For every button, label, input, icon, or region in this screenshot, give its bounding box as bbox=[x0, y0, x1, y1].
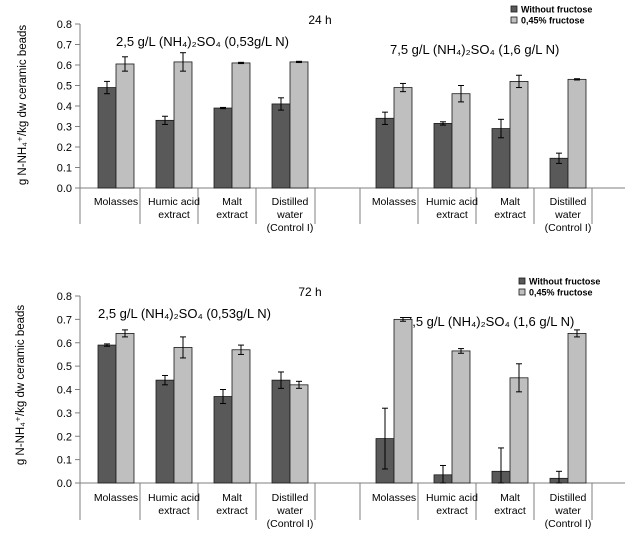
legend-swatch-with bbox=[510, 16, 518, 24]
concentration-annotation: 2,5 g/L (NH₄)₂SO₄ (0,53g/L N) bbox=[98, 306, 271, 321]
bar-with-fructose bbox=[509, 377, 529, 484]
y-tick-label: 0.3 bbox=[57, 408, 72, 420]
chart-title: 24 h bbox=[308, 13, 331, 27]
category-label: Distilled bbox=[272, 492, 309, 504]
bar-without-fructose bbox=[155, 379, 175, 484]
y-tick-label: 0.8 bbox=[57, 19, 72, 31]
bar-without-fructose bbox=[271, 103, 291, 189]
chart-72h: 0.0 0.1 0.2 0.3 0.4 0.5 0.6 0.7 0.8 g N-NH₄⁺/kg d… bbox=[15, 277, 625, 530]
y-tick-label: 0.6 bbox=[57, 60, 72, 72]
bar-without-fructose bbox=[433, 123, 453, 189]
y-tick-label: 0.0 bbox=[57, 478, 72, 490]
category-label: (Control I) bbox=[267, 518, 314, 530]
category-label: Malt bbox=[500, 196, 520, 208]
concentration-annotation: 7,5 g/L (NH₄)₂SO₄ (1,6 g/L N) bbox=[390, 42, 559, 57]
bar-with-fructose bbox=[231, 62, 251, 189]
category-label: extract bbox=[158, 505, 190, 517]
category-label: Humic acid bbox=[148, 492, 200, 504]
concentration-annotation: 2,5 g/L (NH₄)₂SO₄ (0,53g/L N) bbox=[116, 34, 289, 49]
y-tick-label: 0.2 bbox=[57, 431, 72, 443]
y-tick-label: 0.1 bbox=[57, 163, 72, 175]
y-tick-label: 0.1 bbox=[57, 455, 72, 467]
category-label: (Control I) bbox=[267, 222, 314, 234]
bar-with-fructose bbox=[173, 61, 193, 189]
bar-with-fructose bbox=[393, 318, 413, 484]
y-tick-label: 0.8 bbox=[57, 291, 72, 303]
category-label: water bbox=[554, 209, 581, 221]
y-tick-label: 0.3 bbox=[57, 122, 72, 134]
category-label: Distilled bbox=[550, 196, 587, 208]
category-label: water bbox=[554, 505, 581, 517]
bar-without-fructose bbox=[155, 119, 175, 189]
category-label: extract bbox=[494, 505, 526, 517]
bar-with-fructose bbox=[289, 384, 309, 484]
y-tick-label: 0.7 bbox=[57, 40, 72, 52]
bar-without-fructose bbox=[213, 107, 233, 189]
category-label: Malt bbox=[500, 492, 520, 504]
legend-label: Without fructose bbox=[529, 277, 600, 287]
category-label: extract bbox=[216, 209, 248, 221]
category-label: Molasses bbox=[94, 492, 138, 504]
y-tick-label: 0.4 bbox=[57, 385, 72, 397]
legend-label: Without fructose bbox=[521, 5, 592, 15]
y-tick-label: 0.4 bbox=[57, 101, 72, 113]
bar-with-fructose bbox=[231, 349, 251, 484]
bar-with-fructose bbox=[567, 332, 587, 484]
legend-label: 0,45% fructose bbox=[521, 16, 585, 26]
category-label: water bbox=[276, 505, 303, 517]
bar-with-fructose bbox=[173, 347, 193, 484]
legend-swatch-with bbox=[518, 288, 526, 296]
category-label: Molasses bbox=[372, 492, 416, 504]
bar-with-fructose bbox=[115, 63, 135, 189]
category-label: Malt bbox=[222, 492, 242, 504]
y-tick-label: 0.7 bbox=[57, 314, 72, 326]
bar-with-fructose bbox=[451, 350, 471, 484]
legend-swatch-without bbox=[518, 277, 526, 285]
category-label: extract bbox=[216, 505, 248, 517]
bar-without-fructose bbox=[97, 87, 117, 189]
chart-24h: 0.0 0.1 0.2 0.3 0.4 0.5 0.6 0.7 0.8 g N-NH₄⁺/kg d… bbox=[17, 5, 625, 234]
category-label: Distilled bbox=[550, 492, 587, 504]
y-tick-label: 0.2 bbox=[57, 142, 72, 154]
category-label: extract bbox=[158, 209, 190, 221]
bar-with-fructose bbox=[509, 81, 529, 189]
category-label: Humic acid bbox=[426, 196, 478, 208]
y-tick-label: 0.0 bbox=[57, 183, 72, 195]
bar-with-fructose bbox=[115, 332, 135, 484]
category-label: Malt bbox=[222, 196, 242, 208]
bar-without-fructose bbox=[213, 396, 233, 484]
y-tick-label: 0.5 bbox=[57, 361, 72, 373]
category-label: water bbox=[276, 209, 303, 221]
bar-with-fructose bbox=[289, 61, 309, 189]
y-axis-label: g N-NH₄⁺/kg dw ceramic beads bbox=[17, 25, 29, 186]
bar-without-fructose bbox=[271, 379, 291, 484]
category-label: extract bbox=[494, 209, 526, 221]
bar-without-fructose bbox=[97, 344, 117, 484]
bar-with-fructose bbox=[567, 78, 587, 189]
bar-without-fructose bbox=[375, 117, 395, 189]
category-label: extract bbox=[436, 209, 468, 221]
category-label: Humic acid bbox=[148, 196, 200, 208]
y-tick-label: 0.6 bbox=[57, 338, 72, 350]
y-axis-label: g N-NH₄⁺/kg dw ceramic beads bbox=[15, 305, 27, 466]
category-label: Humic acid bbox=[426, 492, 478, 504]
concentration-annotation: 7,5 g/L (NH₄)₂SO₄ (1,6 g/L N) bbox=[405, 314, 574, 329]
category-label: Molasses bbox=[372, 196, 416, 208]
bar-with-fructose bbox=[393, 87, 413, 189]
category-label: (Control I) bbox=[545, 518, 592, 530]
legend-label: 0,45% fructose bbox=[529, 288, 593, 298]
category-label: Molasses bbox=[94, 196, 138, 208]
category-label: (Control I) bbox=[545, 222, 592, 234]
legend-swatch-without bbox=[510, 5, 518, 13]
chart-title: 72 h bbox=[298, 285, 321, 299]
y-tick-label: 0.5 bbox=[57, 81, 72, 93]
category-label: extract bbox=[436, 505, 468, 517]
bar-with-fructose bbox=[451, 93, 471, 189]
category-label: Distilled bbox=[272, 196, 309, 208]
